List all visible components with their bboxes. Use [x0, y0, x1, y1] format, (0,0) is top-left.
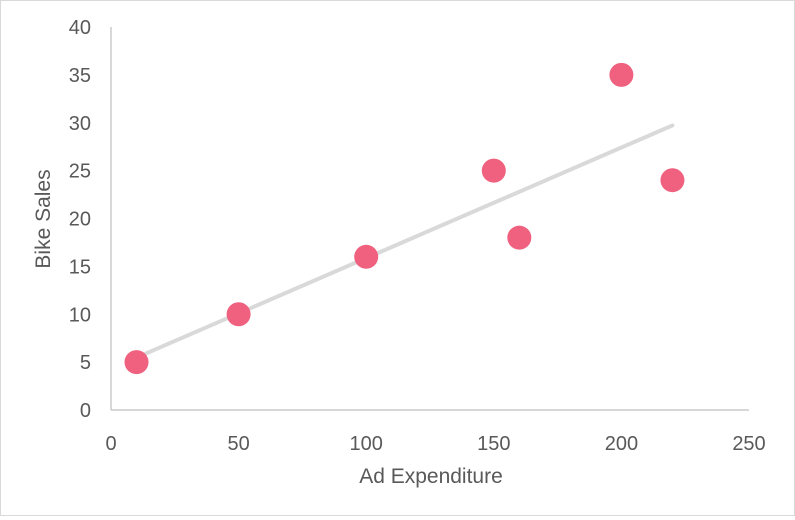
data-point [481, 158, 506, 183]
x-tick-label: 250 [732, 433, 765, 455]
tick-labels-layer: 0 50 100 150 200 250 0 5 10 15 20 25 30 35 40 [69, 17, 766, 455]
y-axis-title: Bike Sales [32, 169, 55, 268]
y-tick-label: 40 [69, 17, 91, 39]
y-tick-label: 35 [69, 65, 91, 87]
x-tick-label: 100 [350, 433, 383, 455]
trendline-layer [134, 123, 675, 360]
data-point [354, 244, 379, 269]
trendline [134, 123, 675, 360]
data-point [609, 62, 634, 87]
x-axis-title: Ad Expenditure [359, 465, 503, 488]
y-tick-label: 20 [69, 209, 91, 231]
data-point [507, 225, 532, 250]
x-tick-label: 50 [227, 433, 249, 455]
data-point [124, 350, 149, 375]
y-tick-label: 25 [69, 161, 91, 183]
y-tick-label: 5 [80, 352, 91, 374]
y-tick-label: 0 [80, 400, 91, 422]
x-tick-label: 0 [105, 433, 116, 455]
axes-layer [110, 27, 749, 411]
data-point [226, 302, 251, 327]
x-tick-label: 200 [605, 433, 638, 455]
data-point [660, 168, 685, 193]
y-tick-label: 15 [69, 256, 91, 278]
points-layer [124, 62, 685, 375]
y-tick-label: 10 [69, 304, 91, 326]
y-tick-label: 30 [69, 113, 91, 135]
x-tick-label: 150 [477, 433, 510, 455]
